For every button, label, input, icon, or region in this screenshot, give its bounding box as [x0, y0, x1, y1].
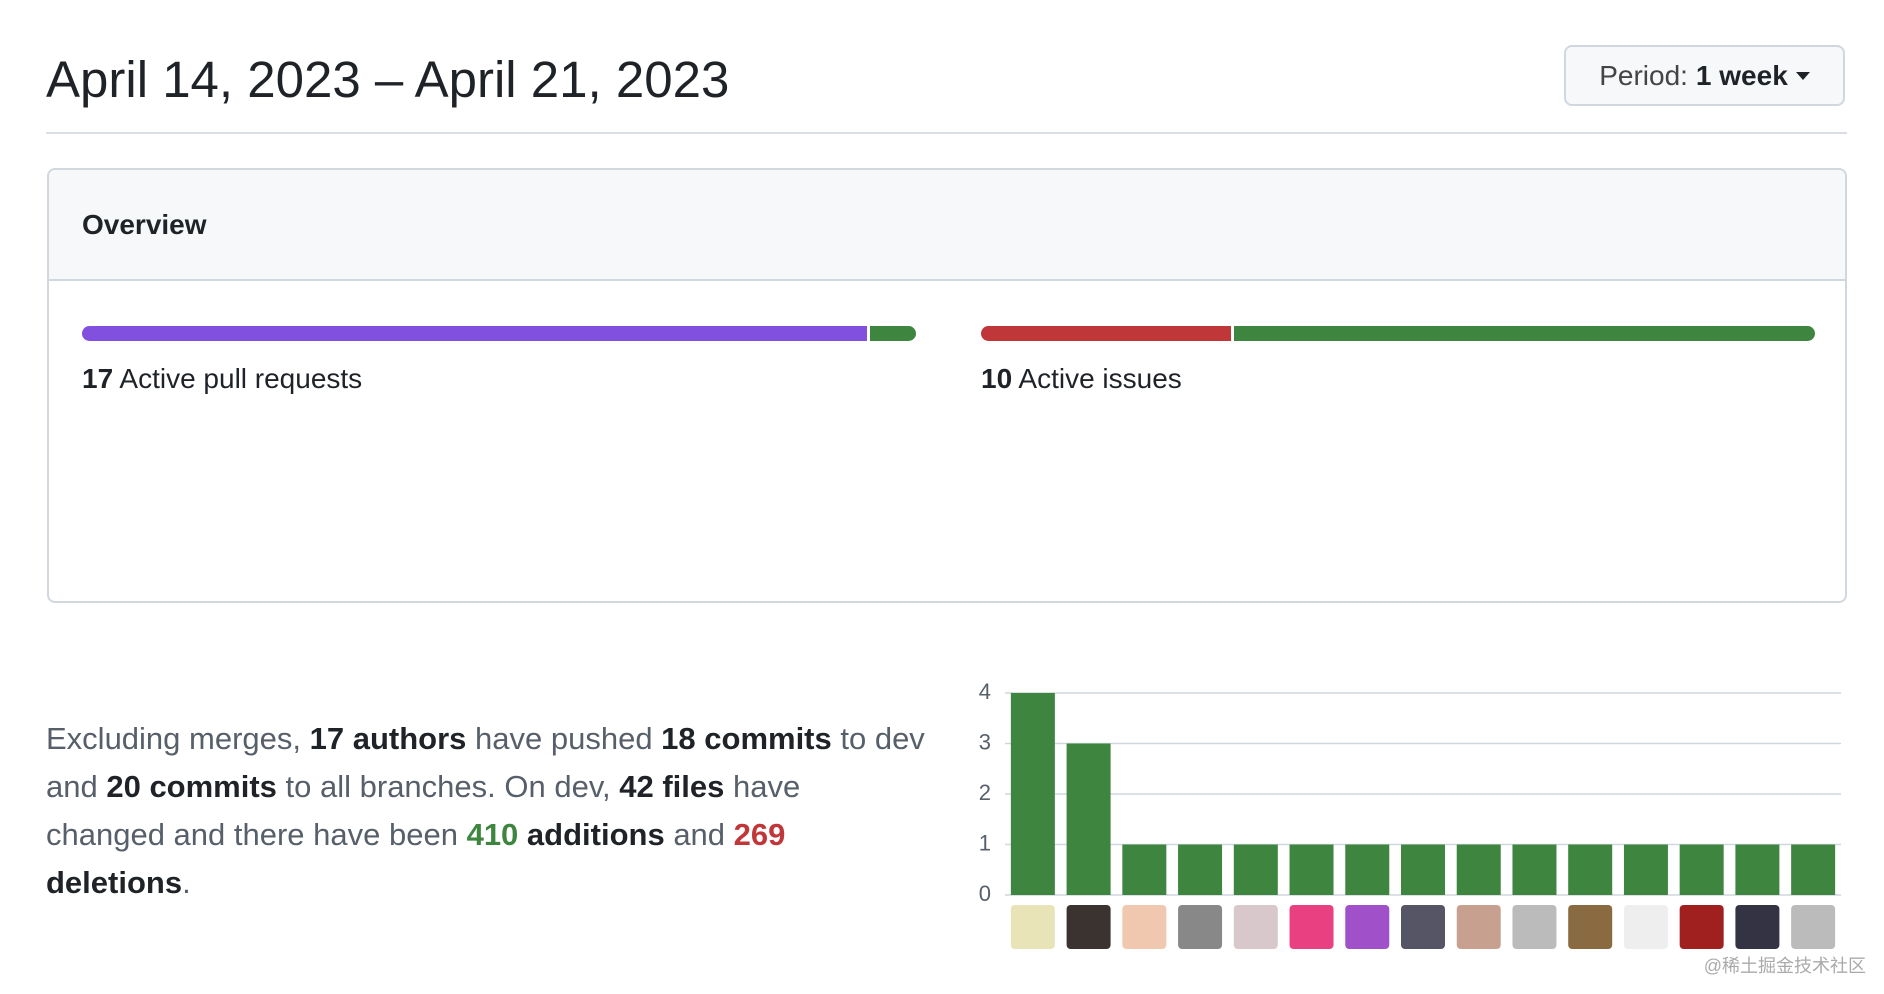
y-tick-label: 2	[979, 780, 991, 805]
period-label: Period:	[1599, 59, 1688, 91]
caret	[1795, 71, 1810, 80]
summary-text: 18 commits	[661, 721, 832, 756]
date-range: April 14, 2023 – April 21, 2023	[46, 51, 730, 108]
summary-text: and	[664, 817, 734, 852]
overview-title: Overview	[82, 208, 207, 240]
avatar	[1345, 905, 1390, 949]
bar	[1623, 844, 1668, 895]
period-value: 1 week	[1695, 59, 1788, 91]
bar-segment	[981, 326, 1232, 341]
y-tick-label: 4	[979, 679, 991, 704]
summary-text: 410	[466, 817, 519, 852]
bar	[1010, 693, 1055, 895]
summary-text: 42 files	[619, 769, 725, 804]
issue-summary: 10 Active issues	[981, 363, 1182, 395]
avatar	[1122, 905, 1167, 949]
summary-text: to all branches. On dev,	[276, 769, 620, 804]
issue-bar	[981, 326, 1815, 341]
avatar	[1401, 905, 1445, 949]
divider	[46, 132, 1847, 134]
summary-text: have pushed	[466, 721, 662, 756]
summary-text: 20 commits	[106, 769, 277, 804]
avatar	[1233, 905, 1278, 949]
bar	[1512, 844, 1557, 895]
summary-text: .	[182, 865, 191, 900]
bar	[1122, 844, 1167, 895]
pr-count: 17	[82, 363, 114, 394]
summary-text: 17 authors	[309, 721, 467, 756]
bar	[1568, 844, 1613, 895]
overview-header: Overview	[49, 170, 1845, 281]
bar-segment	[82, 326, 867, 341]
summary-text: Excluding merges,	[46, 721, 310, 756]
avatar	[1679, 905, 1724, 949]
pr-label: Active pull requests	[119, 363, 363, 394]
summary-text: have changed and there have been	[46, 769, 801, 852]
watermark: @稀土掘金技术社区	[1703, 956, 1866, 976]
bar	[1066, 743, 1111, 895]
avatar	[1512, 905, 1557, 949]
avatar	[1623, 905, 1668, 949]
summary: Excluding merges, 17 authors have pushed…	[46, 715, 926, 907]
summary-text: to dev and	[46, 721, 925, 804]
avatar	[1066, 905, 1111, 949]
y-tick-label: 3	[979, 729, 991, 754]
period-button[interactable]: Period: 1 week	[1564, 45, 1845, 106]
bar-segment	[869, 326, 916, 341]
pr-summary: 17 Active pull requests	[82, 363, 362, 395]
summary-text: 269	[733, 817, 786, 852]
overview-box: Overview 17 Active pull requests 10 Acti…	[47, 168, 1847, 603]
bar	[1401, 844, 1445, 895]
y-tick-label: 1	[979, 830, 991, 855]
bar	[1289, 844, 1334, 895]
bar	[1791, 844, 1836, 895]
bar	[1679, 844, 1724, 895]
bar	[1735, 844, 1780, 895]
y-tick-label: 0	[979, 881, 991, 906]
avatar	[1791, 905, 1836, 949]
avatar	[1178, 905, 1223, 949]
summary-text: additions	[518, 817, 665, 852]
bar-segment	[1234, 326, 1815, 341]
avatar	[1289, 905, 1334, 949]
avatar	[1456, 905, 1501, 949]
issue-count: 10	[981, 363, 1013, 394]
summary-text: deletions	[46, 865, 183, 900]
bar	[1233, 844, 1278, 895]
avatar	[1568, 905, 1613, 949]
issue-label: Active issues	[1018, 363, 1182, 394]
bar	[1456, 844, 1501, 895]
bar	[1178, 844, 1223, 895]
avatar	[1735, 905, 1780, 949]
pr-bar	[82, 326, 916, 341]
avatar	[1010, 905, 1055, 949]
bar	[1345, 844, 1390, 895]
